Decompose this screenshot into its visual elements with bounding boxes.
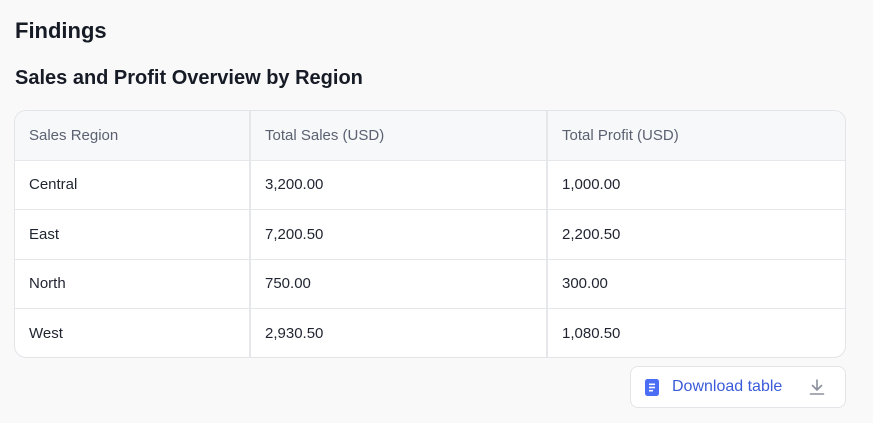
cell-total-profit: 1,080.50: [546, 308, 845, 357]
table-header-row: Sales Region Total Sales (USD) Total Pro…: [15, 111, 845, 161]
table-row: West 2,930.50 1,080.50: [15, 308, 845, 357]
cell-region: Central: [15, 160, 250, 210]
download-table-label: Download table: [672, 378, 783, 395]
cell-total-profit: 300.00: [546, 259, 845, 309]
cell-total-profit: 2,200.50: [546, 209, 845, 260]
column-header-sales-region: Sales Region: [15, 111, 250, 161]
cell-region: East: [15, 209, 250, 260]
table-title: Sales and Profit Overview by Region: [15, 67, 363, 89]
cell-total-sales: 3,200.00: [249, 160, 547, 210]
download-table-button[interactable]: Download table: [630, 366, 846, 408]
cell-region: North: [15, 259, 250, 309]
data-table-card: Sales Region Total Sales (USD) Total Pro…: [14, 110, 846, 358]
cell-total-sales: 7,200.50: [249, 209, 547, 260]
table-row: East 7,200.50 2,200.50: [15, 209, 845, 260]
cell-total-profit: 1,000.00: [546, 160, 845, 210]
column-header-total-profit: Total Profit (USD): [546, 111, 845, 161]
cell-region: West: [29, 325, 63, 342]
column-header-total-sales: Total Sales (USD): [249, 111, 547, 161]
table-row: Central 3,200.00 1,000.00: [15, 160, 845, 210]
download-icon: [809, 379, 825, 395]
cell-total-sales: 2,930.50: [249, 308, 547, 357]
sales-profit-table: Sales Region Total Sales (USD) Total Pro…: [15, 111, 845, 357]
page-title: Findings: [15, 18, 107, 43]
file-icon: [645, 379, 659, 396]
table-row: North 750.00 300.00: [15, 259, 845, 309]
cell-total-sales: 750.00: [249, 259, 547, 309]
